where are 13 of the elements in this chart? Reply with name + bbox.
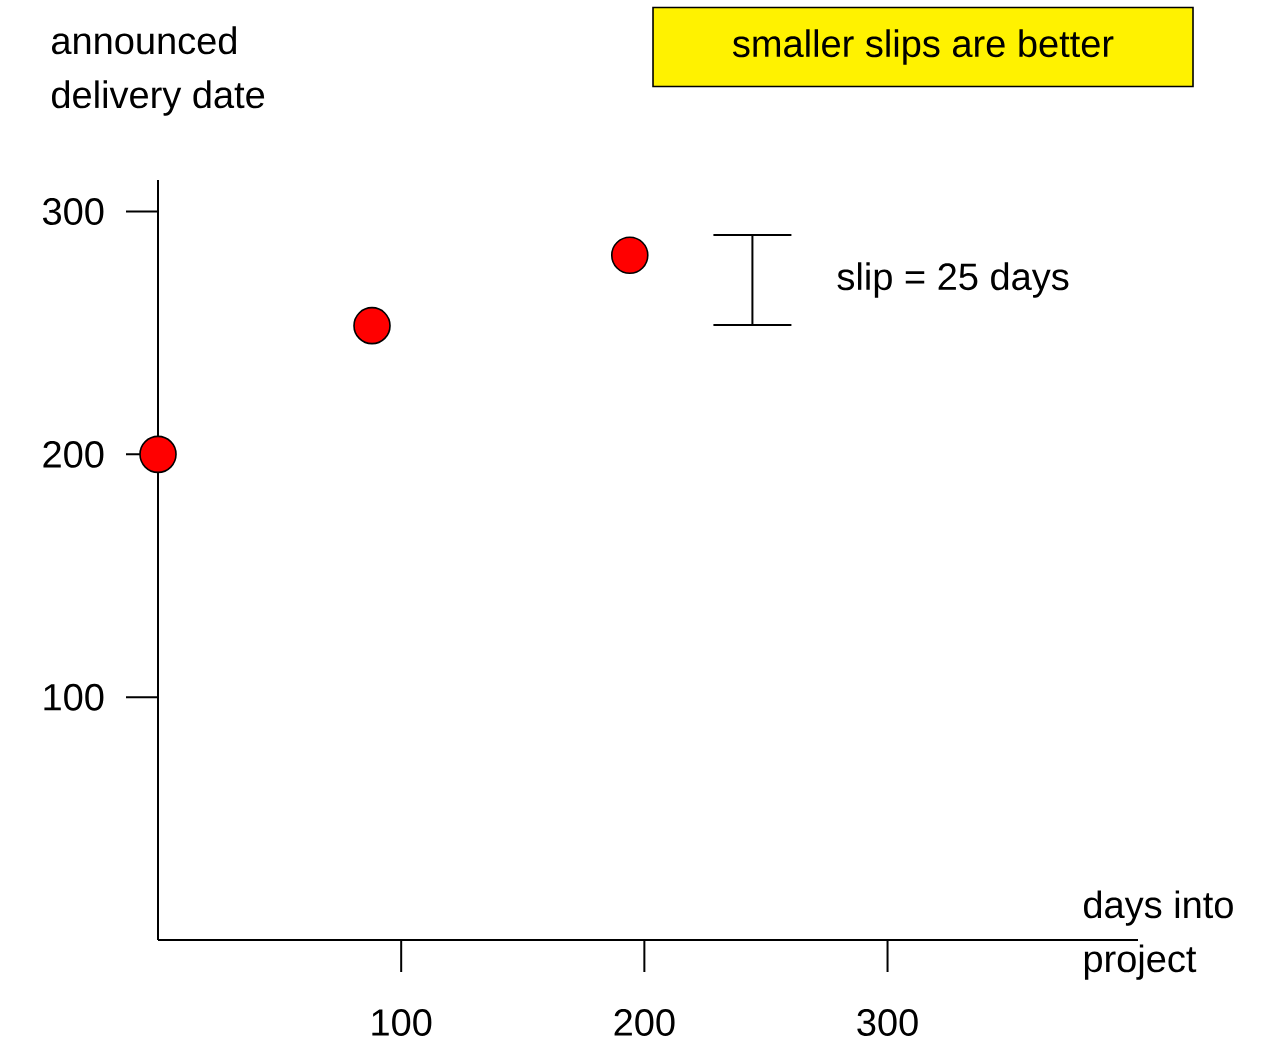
y-axis-title: announced delivery date — [52, 26, 265, 116]
y-tick-label: 200 — [43, 440, 104, 468]
point — [139, 435, 177, 474]
x-tick-label: 200 — [614, 1009, 675, 1036]
point — [610, 236, 649, 275]
x-tick-label: 100 — [372, 1009, 432, 1036]
point — [353, 306, 391, 345]
x-tick-label: 300 — [857, 1009, 918, 1036]
text: smaller slips are better — [732, 29, 1114, 65]
x-axis-title: days into project — [1084, 890, 1233, 980]
y-tick-label: 300 — [42, 198, 104, 226]
y-tick-label: 100 — [44, 683, 104, 711]
annotation: slip = 25 days — [837, 262, 1069, 298]
